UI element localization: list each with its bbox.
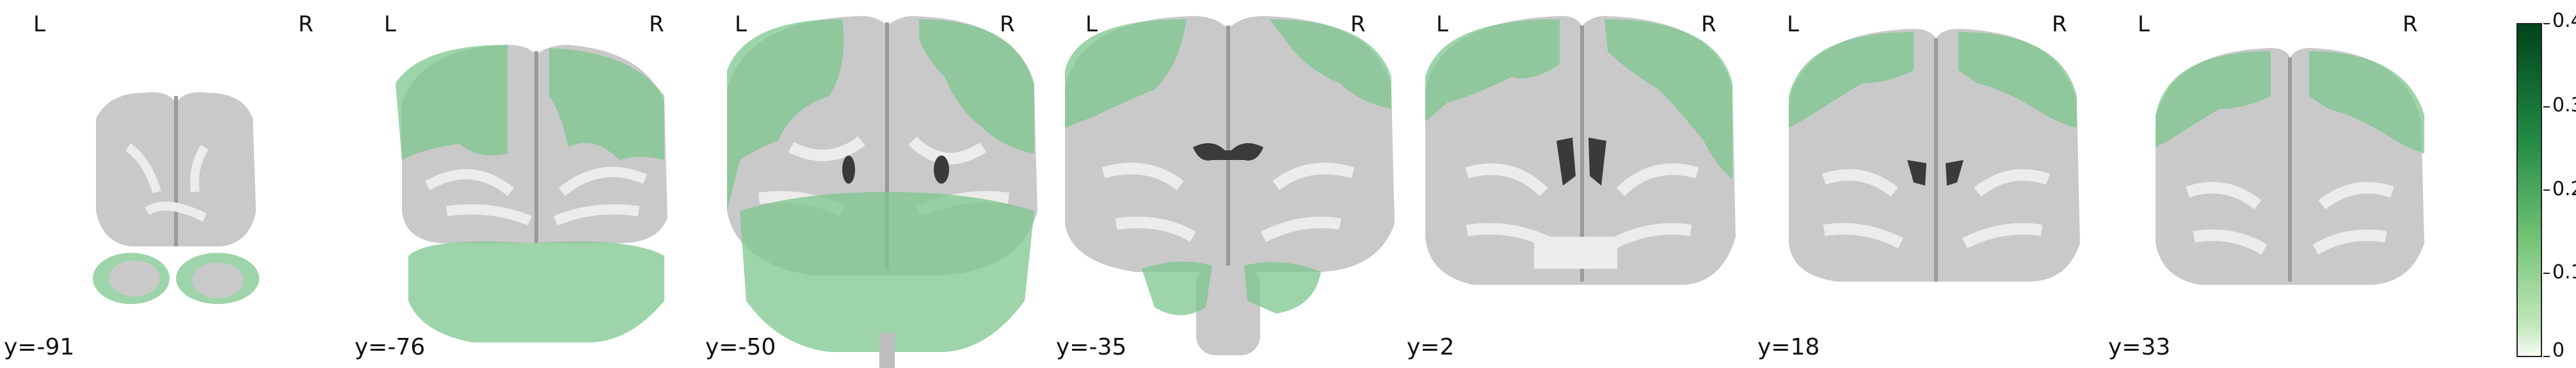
right-orientation-label: R (1000, 12, 1015, 37)
slice-7-image (2156, 48, 2424, 285)
slice-1-image (93, 92, 259, 304)
slice-5-image (1425, 16, 1736, 285)
coordinate-label: y=33 (2108, 334, 2171, 360)
right-orientation-label: R (2403, 12, 2418, 37)
slice-4-image (1065, 16, 1395, 355)
left-orientation-label: L (735, 12, 747, 37)
right-orientation-label: R (649, 12, 664, 37)
left-orientation-label: L (2138, 12, 2150, 37)
colorbar-tick (2543, 273, 2550, 274)
colorbar-tick (2543, 189, 2550, 191)
slice-panel: L R y=-91 L R y=-76 L R (0, 0, 2456, 368)
colorbar: 0.4 0.3 0.2 0.1 0 (2508, 0, 2576, 368)
brain-slice-6: L R y=18 (1754, 0, 2106, 368)
right-orientation-label: R (2052, 12, 2067, 37)
coordinate-label: y=18 (1757, 334, 1820, 360)
colorbar-tick (2543, 23, 2550, 24)
brain-slice-3: L R y=-50 (701, 0, 1053, 368)
colorbar-tick-label: 0 (2552, 339, 2565, 362)
left-orientation-label: L (1787, 12, 1799, 37)
colorbar-tick-label: 0.3 (2552, 94, 2576, 116)
colorbar-tick-label: 0.1 (2552, 261, 2576, 284)
coordinate-label: y=-76 (355, 334, 426, 360)
colorbar-tick (2543, 356, 2550, 357)
brain-slice-1: L R y=-91 (0, 0, 352, 368)
brain-slice-5: L R y=2 (1403, 0, 1755, 368)
slice-6-image (1789, 29, 2080, 282)
slice-3-image (727, 16, 1037, 368)
left-orientation-label: L (1085, 12, 1098, 37)
left-orientation-label: L (33, 12, 45, 37)
brain-slice-2: L R y=-76 (351, 0, 703, 368)
colorbar-tick (2543, 106, 2550, 108)
colorbar-gradient (2516, 23, 2542, 357)
coordinate-label: y=2 (1407, 334, 1455, 360)
brain-slice-4: L R y=-35 (1052, 0, 1404, 368)
colorbar-tick-label: 0.4 (2552, 10, 2576, 32)
coordinate-label: y=-35 (1056, 334, 1127, 360)
right-orientation-label: R (1350, 12, 1366, 37)
coordinate-label: y=-50 (705, 334, 776, 360)
coordinate-label: y=-91 (4, 334, 75, 360)
left-orientation-label: L (384, 12, 396, 37)
brain-slice-7: L R y=33 (2104, 0, 2456, 368)
right-orientation-label: R (1701, 12, 1716, 37)
colorbar-tick-label: 0.2 (2552, 178, 2576, 200)
right-orientation-label: R (298, 12, 314, 37)
left-orientation-label: L (1436, 12, 1448, 37)
slice-2-image (396, 45, 668, 342)
